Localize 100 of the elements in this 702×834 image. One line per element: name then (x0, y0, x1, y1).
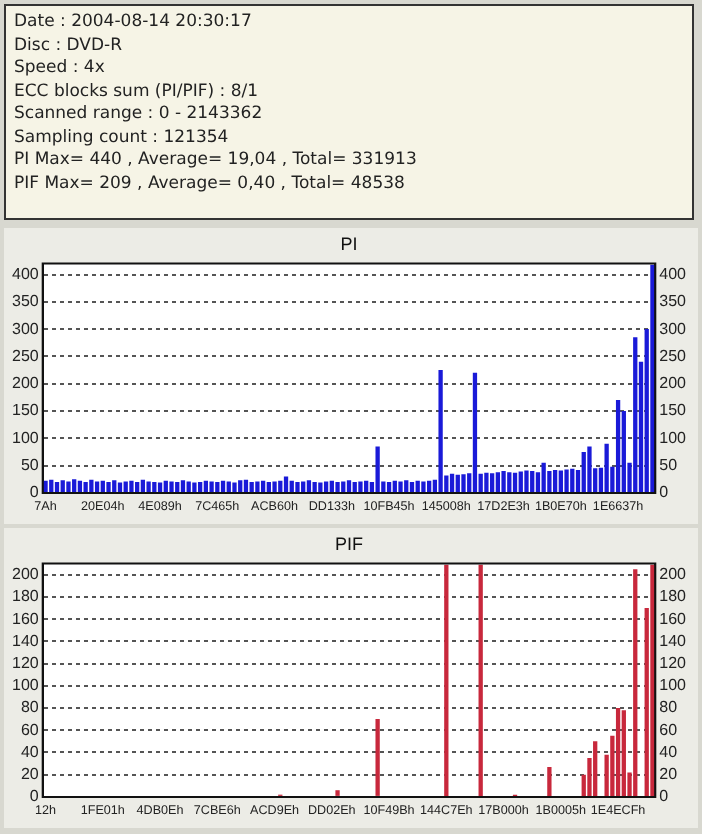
bar (192, 482, 197, 492)
y2-tick-label: 150 (659, 401, 688, 420)
y-tick-label: 250 (11, 346, 40, 365)
bar (478, 564, 483, 796)
bar (289, 480, 294, 492)
bar (77, 480, 83, 492)
y2-tick-label: 0 (659, 787, 670, 806)
bar (547, 471, 552, 492)
y-tick-label: 400 (11, 264, 40, 283)
bar (375, 719, 380, 796)
bar (604, 443, 609, 492)
y2-tick-label: 20 (659, 765, 679, 784)
chart-title: PI (340, 233, 358, 254)
bar (335, 790, 340, 796)
bar (615, 708, 621, 796)
bar (524, 470, 529, 492)
bar (455, 474, 460, 492)
bar (552, 469, 558, 492)
bar (364, 480, 369, 492)
bar (266, 481, 271, 492)
bar (260, 480, 266, 492)
y-tick-label: 140 (11, 631, 40, 650)
bar (329, 480, 334, 492)
bar (558, 470, 563, 492)
y2-tick-label: 100 (659, 676, 688, 695)
bar (186, 481, 191, 492)
bar (444, 564, 449, 796)
bar (129, 480, 134, 492)
text: Sampling count : 121354 (14, 127, 231, 150)
bar (203, 480, 209, 492)
bar (89, 479, 94, 492)
bar (438, 370, 443, 492)
bar (72, 479, 77, 492)
bar (547, 766, 552, 796)
bar (392, 480, 397, 492)
bar (117, 482, 123, 492)
text: ECC blocks sum (PI/PIF) : 8/1 (14, 81, 261, 104)
y-tick-label: 300 (11, 319, 40, 338)
bar (346, 480, 352, 492)
y2-tick-label: 60 (659, 720, 679, 739)
bar (501, 471, 506, 492)
bar (54, 481, 60, 492)
bar (409, 481, 415, 492)
y2-tick-label: 250 (659, 346, 688, 365)
bar (60, 480, 65, 492)
y-tick-label: 350 (11, 292, 40, 311)
bar (123, 481, 128, 492)
bar (581, 451, 586, 492)
bar (283, 476, 289, 492)
bar (358, 481, 363, 492)
y2-tick-label: 0 (659, 483, 670, 502)
y-tick-label: 0 (29, 483, 40, 502)
bar (135, 481, 140, 492)
bar (398, 481, 403, 492)
bar (449, 473, 455, 492)
bar (306, 480, 312, 492)
bar (404, 480, 409, 492)
bar (163, 480, 168, 492)
bar (341, 481, 346, 492)
bar (106, 481, 111, 492)
bar (152, 481, 157, 492)
bar (157, 482, 163, 492)
bar (564, 469, 569, 492)
y2-tick-label: 200 (659, 565, 688, 584)
bar (180, 480, 186, 492)
y-tick-label: 80 (20, 698, 40, 717)
bar (140, 479, 146, 492)
y2-tick-label: 140 (659, 631, 688, 650)
bar (66, 481, 71, 492)
y-tick-label: 100 (11, 676, 40, 695)
bar (472, 372, 478, 492)
bar (238, 480, 243, 492)
bar (587, 446, 592, 492)
y2-tick-label: 350 (659, 292, 688, 311)
y2-tick-label: 160 (659, 609, 688, 628)
bar (301, 481, 306, 492)
bar (484, 472, 489, 492)
bar (512, 472, 518, 492)
bar (615, 400, 621, 492)
bar (621, 710, 626, 796)
bar (112, 480, 117, 492)
text: Scanned range : 0 - 2143362 (14, 104, 265, 127)
y-tick-label: 120 (11, 653, 40, 672)
text: Speed : 4x (14, 58, 107, 81)
text: PI Max= 440 , Average= 19,04 , Total= 331913 (14, 150, 419, 173)
bar (386, 481, 392, 492)
bar (495, 472, 501, 492)
bar (215, 481, 220, 492)
bar (593, 741, 598, 796)
bar (312, 481, 317, 492)
y-tick-label: 60 (20, 720, 40, 739)
bar (633, 569, 638, 796)
y-tick-label: 40 (20, 742, 40, 761)
bar (352, 481, 357, 492)
y-tick-label: 180 (11, 587, 40, 606)
y2-tick-label: 400 (659, 264, 688, 283)
y2-tick-label: 100 (659, 428, 688, 447)
y-tick-label: 0 (29, 787, 40, 806)
y2-tick-label: 180 (659, 587, 688, 606)
bar (541, 462, 546, 492)
